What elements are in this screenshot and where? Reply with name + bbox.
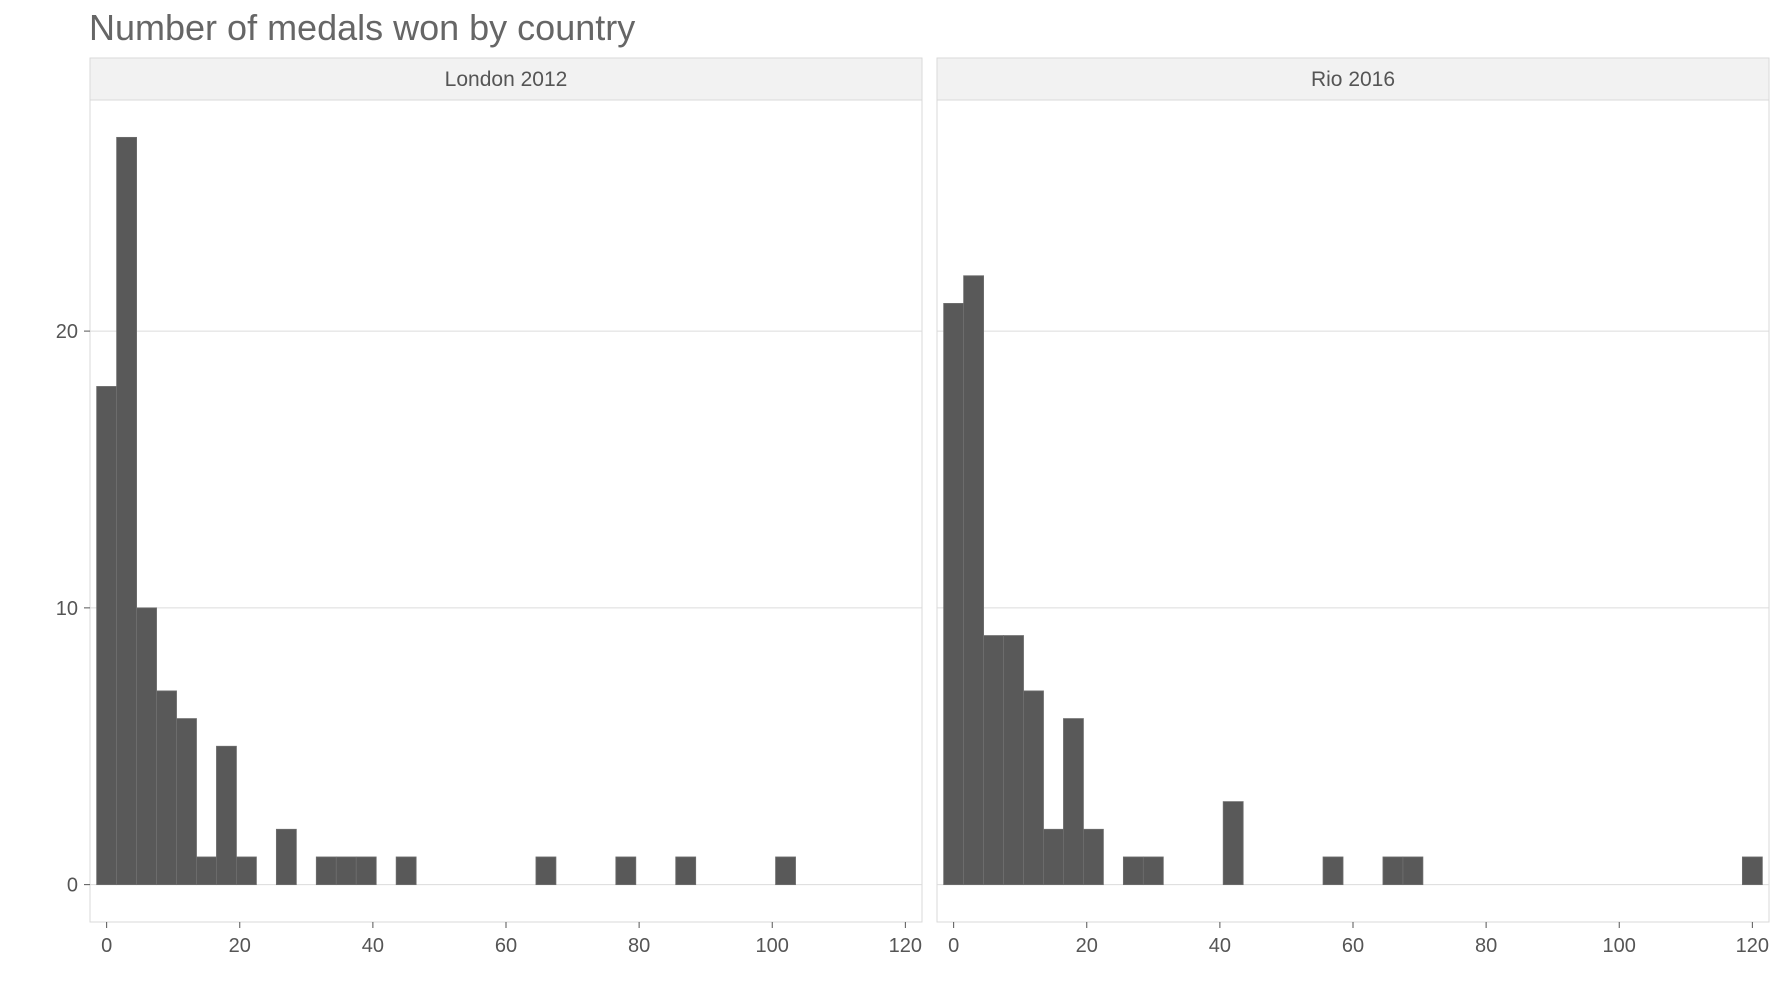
histogram-bar — [196, 856, 217, 886]
x-tick-label: 80 — [1475, 935, 1497, 957]
histogram-bar — [275, 828, 297, 886]
x-tick-label: 20 — [229, 935, 251, 957]
x-tick-label: 80 — [628, 935, 650, 957]
histogram-bar — [1122, 856, 1144, 886]
histogram-bar — [136, 607, 157, 886]
histogram-bar — [983, 635, 1004, 886]
histogram-bar — [1142, 856, 1164, 886]
x-tick-label: 40 — [1209, 935, 1231, 957]
facet-strip-label: London 2012 — [445, 68, 568, 91]
y-tick-label: 20 — [56, 321, 78, 343]
histogram-bar — [1083, 828, 1104, 886]
histogram-bar — [1382, 856, 1404, 886]
panel-background — [937, 100, 1769, 922]
histogram-bar — [156, 690, 177, 886]
histogram-bar — [1003, 635, 1024, 886]
x-tick-label: 20 — [1076, 935, 1098, 957]
x-tick-label: 100 — [1603, 935, 1636, 957]
histogram-bar — [1741, 856, 1763, 886]
x-tick-label: 0 — [101, 935, 112, 957]
chart-title: Number of medals won by country — [89, 7, 635, 48]
panel-background — [90, 100, 922, 922]
facet-panel: Rio 2016 0 20 40 60 80 100 120 — [936, 57, 1770, 957]
y-tick-label: 10 — [56, 598, 78, 620]
facet-strip — [89, 57, 923, 101]
histogram-bar — [963, 275, 984, 886]
x-tick-label: 40 — [362, 935, 384, 957]
histogram-bar — [1222, 801, 1244, 886]
x-tick-label: 120 — [889, 935, 922, 957]
histogram-bar — [116, 136, 137, 886]
histogram-bar — [176, 718, 197, 886]
histogram-bar — [1023, 690, 1044, 886]
histogram-bar — [775, 856, 796, 886]
x-tick-label: 100 — [756, 935, 789, 957]
histogram-bar — [395, 856, 417, 886]
histogram-bar — [675, 856, 697, 886]
histogram-bar — [315, 856, 337, 886]
facet-panels: London 2012 0 20 40 60 80 100 120 0 10 20 Rio 2016 0… — [56, 57, 1770, 957]
histogram-bar — [236, 856, 257, 886]
x-tick-label: 60 — [1342, 935, 1364, 957]
facet-strip-label: Rio 2016 — [1311, 68, 1395, 91]
histogram-bar — [335, 856, 357, 886]
y-tick-label: 0 — [67, 875, 78, 897]
x-tick-label: 60 — [495, 935, 517, 957]
x-tick-label: 120 — [1736, 935, 1769, 957]
histogram-bar — [1322, 856, 1344, 886]
histogram-bar — [96, 386, 118, 886]
histogram-bar — [535, 856, 557, 886]
x-tick-label: 0 — [948, 935, 959, 957]
histogram-bar — [355, 856, 377, 886]
facet-panel: London 2012 0 20 40 60 80 100 120 0 10 20 — [56, 57, 923, 957]
histogram-bar — [943, 303, 965, 886]
histogram-bar — [1402, 856, 1424, 886]
histogram-bar — [216, 745, 237, 886]
histogram-bar — [1043, 828, 1064, 886]
histogram-bar — [1063, 718, 1084, 886]
histogram-bar — [615, 856, 637, 886]
